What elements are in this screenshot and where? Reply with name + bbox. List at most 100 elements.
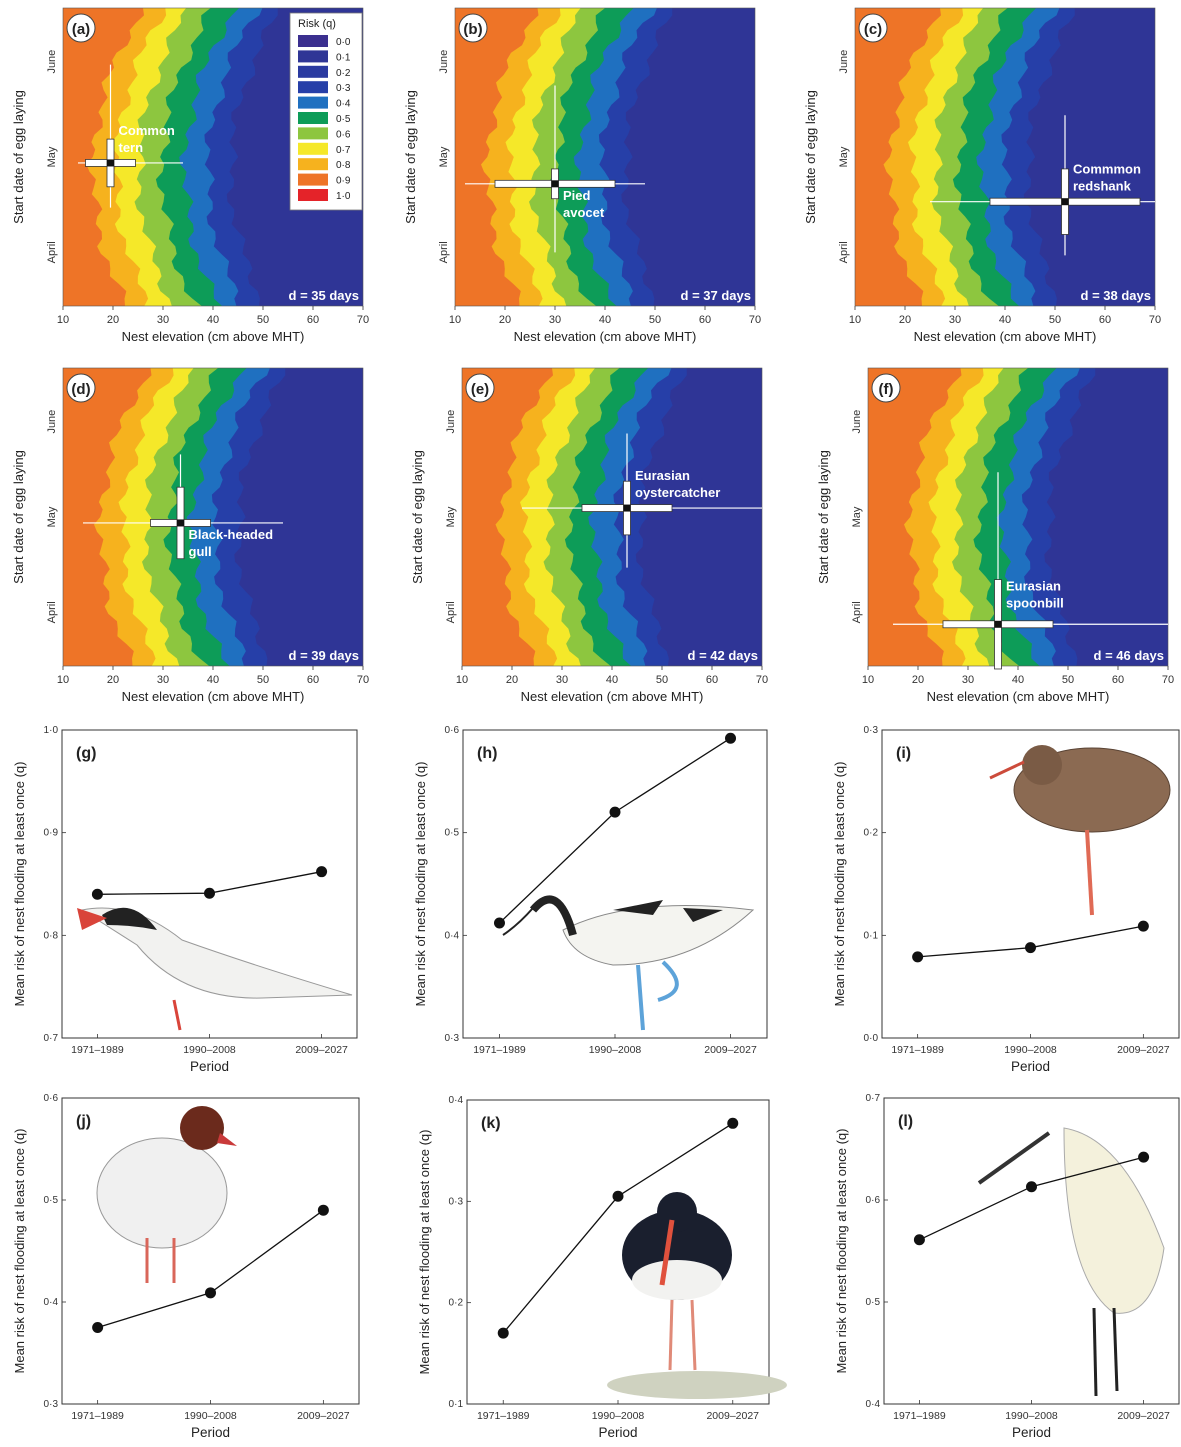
risk-contour-band xyxy=(63,368,152,666)
x-tick-label: 2009–2027 xyxy=(706,1410,759,1422)
x-tick-label: 1971–1989 xyxy=(477,1410,530,1422)
redshank-leg xyxy=(1085,829,1094,916)
x-tick-label: 1990–2008 xyxy=(589,1044,642,1056)
x-tick-label: 20 xyxy=(912,674,924,686)
panel-label: (j) xyxy=(76,1113,91,1130)
x-tick-label: 50 xyxy=(257,314,269,326)
heatmap-panel-a: (a) 10 20 30 40 50 60 70 Nest elevation (cm abov… xyxy=(11,7,369,344)
x-tick-label: 2009–2027 xyxy=(704,1044,757,1056)
y-axis-label: Mean risk of nest flooding at least once… xyxy=(413,762,428,1007)
x-axis-label: Nest elevation (cm above MHT) xyxy=(927,689,1110,704)
x-tick-label: 20 xyxy=(499,314,511,326)
x-tick-label: 70 xyxy=(756,674,768,686)
species-label-line: Common xyxy=(119,123,175,138)
data-point xyxy=(205,1287,216,1299)
x-tick-label: 60 xyxy=(699,314,711,326)
data-point xyxy=(612,1190,624,1202)
x-tick-label: 50 xyxy=(1049,314,1061,326)
avocet-legs xyxy=(636,960,679,1031)
gull-illustration xyxy=(96,1106,237,1283)
spoonbill-leg xyxy=(1112,1307,1119,1392)
species-label-line: Pied xyxy=(563,188,591,203)
oystercatcher-leg xyxy=(690,1299,697,1371)
panel-label: (k) xyxy=(481,1115,501,1132)
y-tick-label: 0·5 xyxy=(866,1297,881,1308)
y-tick-label: 0·6 xyxy=(44,1093,59,1104)
spoonbill-leg xyxy=(1092,1307,1098,1397)
x-tick-label: 50 xyxy=(1062,674,1074,686)
duration-label: d = 39 days xyxy=(289,648,359,663)
y-tick-label: 0·4 xyxy=(44,1297,59,1308)
data-point xyxy=(1025,942,1036,954)
x-tick-label: 60 xyxy=(307,314,319,326)
y-tick-label: 0·2 xyxy=(864,828,879,839)
species-label: Common tern xyxy=(119,123,175,155)
x-tick-label: 1990–2008 xyxy=(1005,1410,1058,1422)
y-tick-label: May xyxy=(46,146,58,167)
y-tick-label: 0·3 xyxy=(864,725,879,736)
x-tick-label: 2009–2027 xyxy=(1117,1044,1170,1056)
x-tick-label: 40 xyxy=(999,314,1011,326)
x-tick-label: 50 xyxy=(257,674,269,686)
data-point xyxy=(1137,920,1149,932)
x-axis-label: Nest elevation (cm above MHT) xyxy=(122,689,305,704)
x-tick-label: 1971–1989 xyxy=(71,1044,124,1056)
panel-label-circle xyxy=(858,13,888,43)
x-tick-label: 20 xyxy=(899,314,911,326)
data-point xyxy=(609,806,621,818)
legend-level-label: 1·0 xyxy=(336,191,351,202)
data-point xyxy=(1026,1181,1037,1193)
legend-swatch xyxy=(298,173,328,186)
data-point xyxy=(91,888,103,900)
species-label: Eurasian oystercatcher xyxy=(635,468,720,500)
panel-label: (h) xyxy=(477,745,497,762)
data-point xyxy=(493,917,505,929)
oystercatcher-leg xyxy=(668,1299,674,1371)
x-tick-label: 40 xyxy=(606,674,618,686)
x-axis-label: Nest elevation (cm above MHT) xyxy=(122,329,305,344)
data-point xyxy=(727,1117,739,1129)
y-tick-label: 0·3 xyxy=(44,1399,59,1410)
marker-mean-point xyxy=(623,504,631,512)
y-tick-label: 0·3 xyxy=(449,1196,464,1207)
redshank-illustration xyxy=(989,745,1171,916)
x-tick-label: 20 xyxy=(107,674,119,686)
y-tick-label: 0·5 xyxy=(44,1195,59,1206)
line-panel-k: 0·1 0·2 0·3 0·4 1971–1989 1990–2008 2009–2027 P… xyxy=(417,1095,787,1440)
y-axis-label: Start date of egg laying xyxy=(11,450,26,584)
x-tick-label: 2009–2027 xyxy=(297,1410,350,1422)
x-tick-label: 30 xyxy=(157,674,169,686)
heatmap-panel-e: (e) 10 20 30 40 50 60 70 Nest elevation (cm abov… xyxy=(410,367,768,704)
y-tick-label: May xyxy=(838,146,850,167)
y-tick-label: April xyxy=(851,601,863,623)
heatmap-panel-f: (f) 10 20 30 40 50 60 70 Nest elevation (cm abov… xyxy=(816,367,1174,704)
x-axis-label: Period xyxy=(190,1059,229,1074)
y-tick-label: 0·9 xyxy=(44,828,59,839)
x-tick-label: 1971–1989 xyxy=(893,1410,946,1422)
legend-swatch xyxy=(298,112,328,124)
marker-mean-point xyxy=(551,180,559,188)
x-tick-label: 70 xyxy=(357,314,369,326)
legend-swatch xyxy=(298,127,328,140)
marker-mean-point xyxy=(107,159,114,167)
risk-contour-band xyxy=(63,8,144,306)
species-label-line: tern xyxy=(119,140,144,155)
y-tick-label: 0·2 xyxy=(449,1298,464,1309)
y-tick-label: April xyxy=(46,601,58,623)
species-label-line: spoonbill xyxy=(1006,595,1064,610)
legend-level-label: 0·9 xyxy=(336,176,351,187)
panel-label: (a) xyxy=(72,21,90,38)
tern-cap xyxy=(102,907,157,930)
y-tick-label: 0·4 xyxy=(866,1399,881,1410)
species-label-line: gull xyxy=(189,544,212,559)
y-axis-label: Start date of egg laying xyxy=(410,450,425,584)
x-tick-label: 40 xyxy=(599,314,611,326)
x-tick-label: 10 xyxy=(862,674,874,686)
x-tick-label: 20 xyxy=(107,314,119,326)
x-axis-label: Period xyxy=(598,1425,637,1440)
x-tick-label: 40 xyxy=(207,674,219,686)
x-tick-label: 30 xyxy=(962,674,974,686)
x-axis-label: Nest elevation (cm above MHT) xyxy=(514,329,697,344)
legend-swatch xyxy=(298,35,328,47)
risk-contour-band xyxy=(855,8,941,306)
